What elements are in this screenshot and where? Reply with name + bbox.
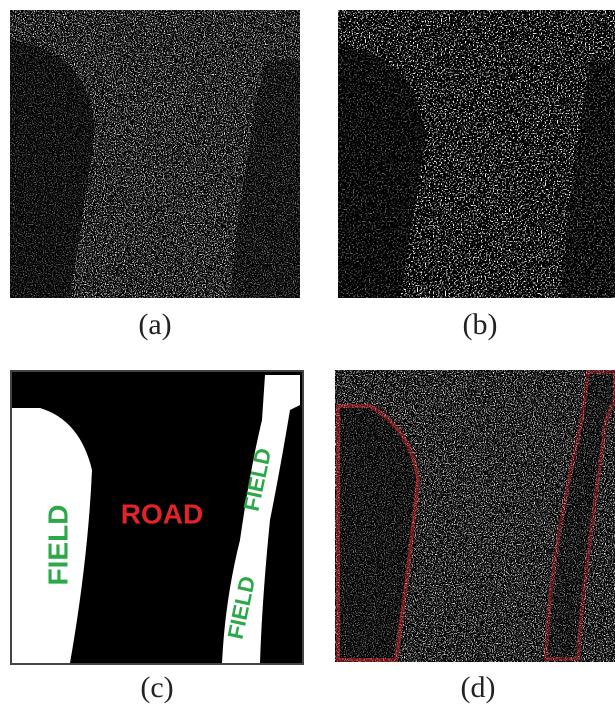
panel-b	[338, 10, 615, 298]
panel-c: FIELD ROAD FIELD FIELD	[11, 371, 303, 664]
caption: (b)	[463, 308, 498, 341]
caption: (a)	[138, 308, 171, 341]
panel-a	[10, 10, 300, 298]
figure: (a) (b) FIELD ROAD FIELD FIELD (c) (d)	[0, 0, 615, 711]
panel-d	[335, 370, 615, 662]
region-label: ROAD	[121, 498, 203, 529]
region-label: FIELD	[42, 505, 73, 586]
caption: (c)	[140, 671, 173, 704]
caption: (d)	[461, 671, 496, 704]
